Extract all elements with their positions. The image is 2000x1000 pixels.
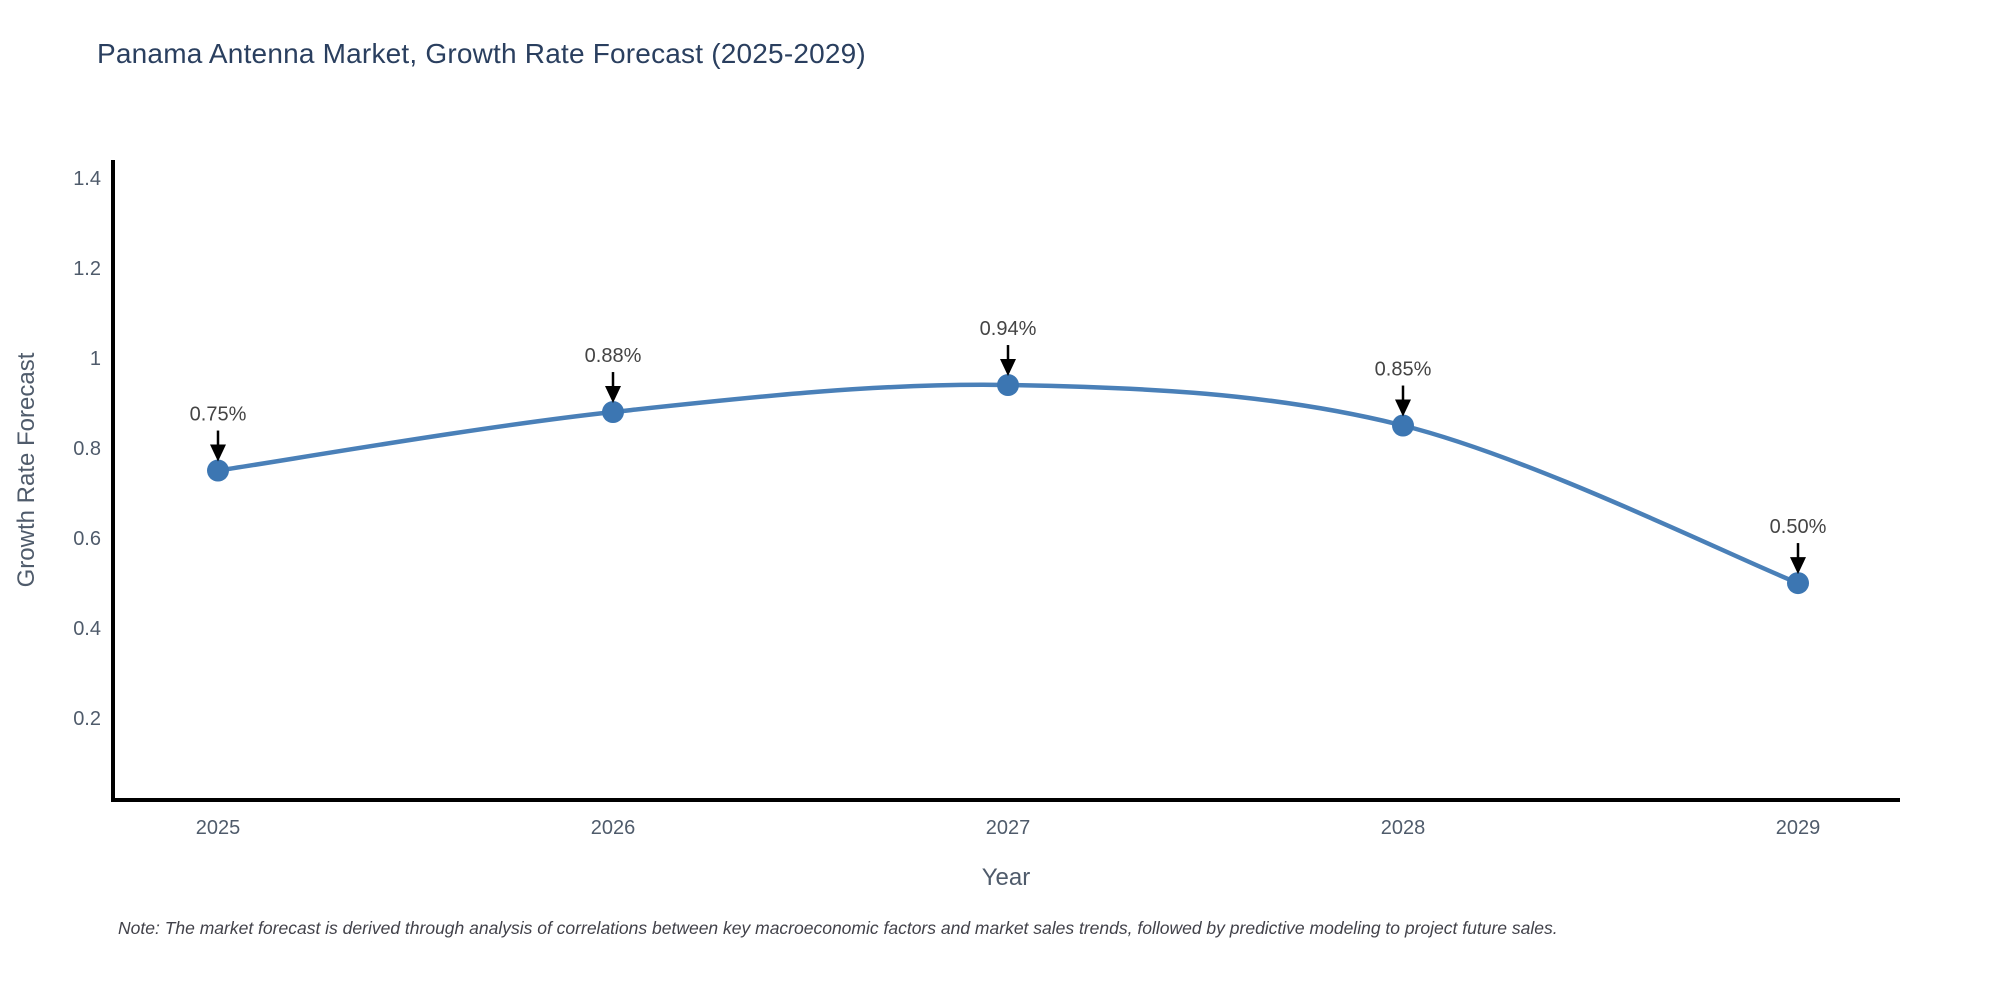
y-tick-label: 0.8 xyxy=(73,438,101,460)
series-growth-rate xyxy=(207,374,1809,595)
x-tick-label: 2027 xyxy=(986,817,1031,839)
point-annotation-label: 0.75% xyxy=(190,404,247,426)
annotation-arrowhead xyxy=(210,444,226,462)
annotation-arrowhead xyxy=(605,386,621,404)
y-tick-label: 1.2 xyxy=(73,258,101,280)
y-axis-title: Growth Rate Forecast xyxy=(13,352,40,587)
annotation-arrowhead xyxy=(1395,399,1411,417)
x-tick-label: 2026 xyxy=(591,817,636,839)
x-tick-label: 2025 xyxy=(196,817,241,839)
series-line xyxy=(215,382,1801,586)
chart-title: Panama Antenna Market, Growth Rate Forec… xyxy=(97,38,866,69)
data-point-marker[interactable] xyxy=(1787,572,1809,595)
data-point-marker[interactable] xyxy=(1392,414,1414,437)
y-tick-label: 1.4 xyxy=(73,168,101,190)
data-point-marker[interactable] xyxy=(997,374,1019,397)
annotation-arrowhead xyxy=(1000,359,1016,377)
x-axis-title: Year xyxy=(982,864,1031,891)
x-tick-label: 2029 xyxy=(1776,817,1821,839)
point-annotation-label: 0.85% xyxy=(1375,359,1432,381)
y-tick-label: 0.6 xyxy=(73,528,101,550)
y-axis-tick-labels: 0.2 0.4 0.6 0.8 1 1.2 1.4 xyxy=(73,168,101,730)
point-annotation-label: 0.88% xyxy=(585,345,642,367)
y-tick-label: 0.2 xyxy=(73,708,101,730)
chart-footnote: Note: The market forecast is derived thr… xyxy=(118,918,1558,938)
annotation-arrowhead xyxy=(1790,557,1806,575)
x-tick-label: 2028 xyxy=(1381,817,1426,839)
data-point-marker[interactable] xyxy=(207,459,229,482)
point-annotations: 0.75% 0.88% 0.94% 0.85% 0.50% xyxy=(190,318,1827,575)
point-annotation-label: 0.50% xyxy=(1770,516,1827,538)
x-axis-tick-labels: 2025 2026 2027 2028 2029 xyxy=(196,817,1821,839)
data-point-marker[interactable] xyxy=(602,401,624,424)
y-tick-label: 0.4 xyxy=(73,618,101,640)
y-tick-label: 1 xyxy=(90,348,101,370)
point-annotation-label: 0.94% xyxy=(980,318,1037,340)
